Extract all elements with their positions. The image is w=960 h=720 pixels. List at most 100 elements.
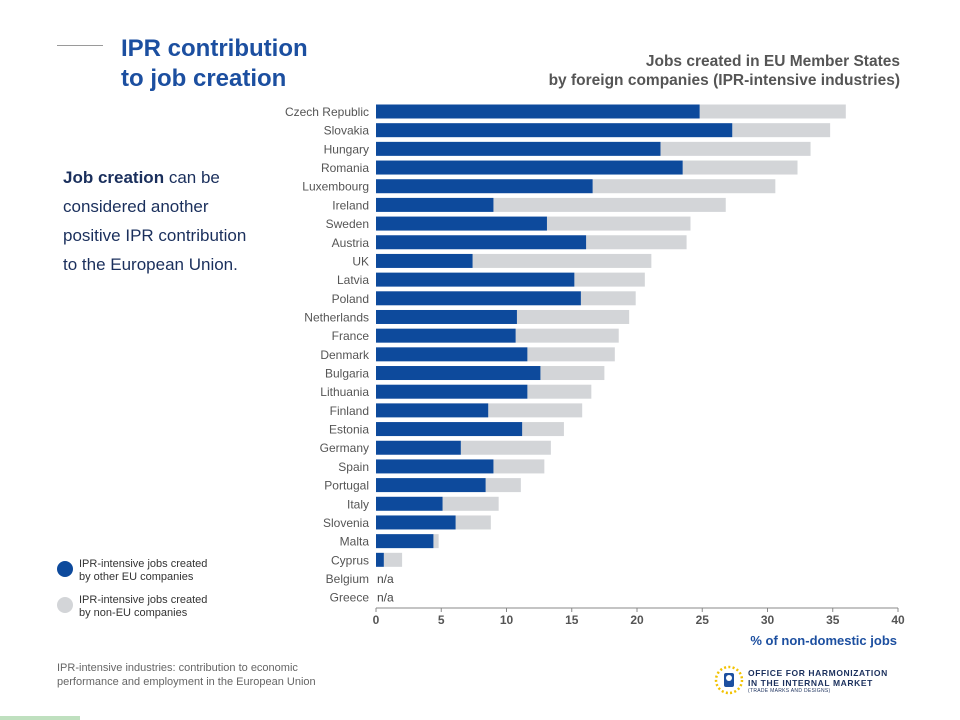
chart-title: Jobs created in EU Member States by fore…	[500, 52, 900, 90]
bar-non-eu-france	[515, 328, 619, 343]
bottom-accent-strip	[0, 716, 80, 720]
source-note: IPR-intensive industries: contribution t…	[57, 661, 316, 689]
category-label-finland: Finland	[330, 404, 369, 418]
bar-non-eu-spain	[493, 459, 545, 474]
legend-label-non-eu-line2: by non-EU companies	[79, 607, 188, 619]
bar-non-eu-italy	[442, 496, 499, 511]
legend-label-non-eu-line1: IPR-intensive jobs created	[79, 594, 208, 606]
body-text: Job creation can be considered another p…	[63, 163, 253, 279]
bar-eu-finland	[376, 403, 489, 418]
bar-eu-poland	[376, 291, 581, 306]
bar-eu-italy	[376, 496, 443, 511]
category-label-germany: Germany	[320, 441, 369, 455]
bar-eu-slovakia	[376, 123, 733, 138]
slide-title-line2: to job creation	[121, 65, 287, 92]
bar-non-eu-denmark	[527, 347, 615, 362]
bar-non-eu-latvia	[574, 272, 645, 287]
bar-non-eu-portugal	[485, 478, 521, 493]
category-label-czech-republic: Czech Republic	[285, 105, 369, 119]
bar-non-eu-bulgaria	[540, 366, 605, 381]
bar-eu-germany	[376, 440, 461, 455]
bar-eu-malta	[376, 534, 434, 549]
category-label-belgium: Belgium	[326, 572, 369, 586]
body-text-rest: can be considered another positive IPR c…	[63, 168, 247, 274]
legend-label-eu-line2: by other EU companies	[79, 571, 194, 583]
category-label-bulgaria: Bulgaria	[325, 367, 369, 381]
x-tick-label-40: 40	[891, 613, 905, 627]
category-label-slovakia: Slovakia	[324, 124, 370, 138]
bar-eu-portugal	[376, 478, 486, 493]
na-label-belgium: n/a	[377, 572, 394, 586]
title-rule	[57, 45, 103, 46]
category-label-poland: Poland	[332, 292, 369, 306]
source-note-line2: performance and employment in the Europe…	[57, 676, 316, 688]
bar-eu-luxembourg	[376, 179, 593, 194]
bar-non-eu-uk	[472, 253, 652, 268]
category-label-uk: UK	[352, 254, 369, 268]
category-label-spain: Spain	[338, 460, 369, 474]
category-label-cyprus: Cyprus	[331, 553, 369, 567]
category-label-romania: Romania	[321, 161, 369, 175]
category-label-lithuania: Lithuania	[320, 385, 369, 399]
bar-non-eu-hungary	[660, 141, 811, 156]
bar-non-eu-lithuania	[527, 384, 592, 399]
slide-title-line1: IPR contribution	[121, 35, 308, 62]
logo-line2: IN THE INTERNAL MARKET	[748, 678, 873, 688]
bar-non-eu-germany	[460, 440, 551, 455]
category-label-portugal: Portugal	[324, 479, 369, 493]
x-tick-label-35: 35	[826, 613, 840, 627]
x-tick-label-0: 0	[373, 613, 380, 627]
bar-eu-netherlands	[376, 309, 517, 324]
ohim-logo-text: OFFICE FOR HARMONIZATION IN THE INTERNAL…	[748, 668, 888, 695]
category-label-ireland: Ireland	[332, 198, 369, 212]
legend-item-eu: IPR-intensive jobs created by other EU c…	[57, 558, 277, 594]
bar-non-eu-luxembourg	[592, 179, 776, 194]
legend-label-eu-line1: IPR-intensive jobs created	[79, 558, 208, 570]
chart-title-line2: by foreign companies (IPR-intensive indu…	[548, 72, 900, 89]
category-label-greece: Greece	[330, 591, 370, 605]
bar-eu-bulgaria	[376, 366, 541, 381]
slide-title: IPR contribution to job creation	[121, 34, 308, 94]
bar-non-eu-romania	[682, 160, 798, 175]
x-tick-label-15: 15	[565, 613, 579, 627]
category-label-italy: Italy	[347, 497, 369, 511]
bar-eu-hungary	[376, 141, 661, 156]
bar-eu-spain	[376, 459, 494, 474]
bar-eu-latvia	[376, 272, 575, 287]
category-label-slovenia: Slovenia	[323, 516, 369, 530]
legend-swatch-non-eu	[57, 597, 73, 613]
bar-non-eu-austria	[586, 235, 687, 250]
category-label-latvia: Latvia	[337, 273, 369, 287]
bar-eu-estonia	[376, 422, 523, 437]
category-label-austria: Austria	[332, 236, 370, 250]
bar-eu-france	[376, 328, 516, 343]
bar-eu-lithuania	[376, 384, 528, 399]
bar-non-eu-netherlands	[516, 309, 630, 324]
bar-eu-uk	[376, 253, 473, 268]
ohim-logo: OFFICE FOR HARMONIZATION IN THE INTERNAL…	[714, 664, 914, 698]
x-axis-label: % of non-domestic jobs	[750, 633, 897, 648]
bar-eu-ireland	[376, 197, 494, 212]
bar-non-eu-finland	[488, 403, 583, 418]
x-tick-label-5: 5	[438, 613, 445, 627]
category-label-hungary: Hungary	[324, 142, 369, 156]
bar-eu-austria	[376, 235, 587, 250]
bar-non-eu-estonia	[522, 422, 564, 437]
category-label-luxembourg: Luxembourg	[302, 180, 369, 194]
category-label-malta: Malta	[340, 535, 370, 549]
ohim-emblem-icon	[714, 665, 744, 695]
x-tick-label-10: 10	[500, 613, 514, 627]
bar-eu-romania	[376, 160, 683, 175]
category-label-estonia: Estonia	[329, 423, 369, 437]
x-tick-label-30: 30	[761, 613, 775, 627]
bar-non-eu-sweden	[546, 216, 691, 231]
logo-line3: (TRADE MARKS AND DESIGNS)	[748, 688, 831, 694]
category-label-denmark: Denmark	[320, 348, 370, 362]
bar-non-eu-ireland	[493, 197, 726, 212]
bar-non-eu-malta	[433, 534, 439, 549]
bar-eu-sweden	[376, 216, 547, 231]
chart-legend: IPR-intensive jobs created by other EU c…	[57, 558, 277, 630]
bar-eu-slovenia	[376, 515, 456, 530]
category-label-netherlands: Netherlands	[304, 310, 369, 324]
